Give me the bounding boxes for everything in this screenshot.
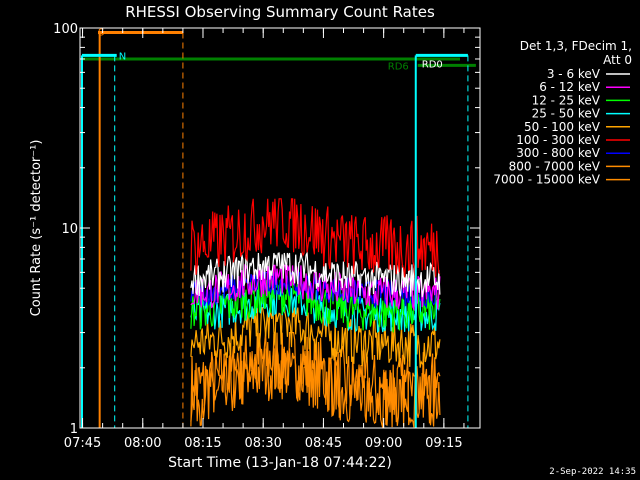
x-tick-label: 08:30 xyxy=(244,436,281,451)
rd0-label: RD0 xyxy=(422,59,443,70)
s-label: S xyxy=(98,27,104,38)
series-trace-8 xyxy=(190,348,441,428)
n-label: N xyxy=(119,51,126,62)
y-tick-label: 1 xyxy=(70,422,78,437)
x-tick-label: 08:15 xyxy=(184,436,221,451)
x-tick-label: 07:45 xyxy=(64,436,101,451)
y-axis: 1 10 100 xyxy=(53,22,480,437)
legend-label: 25 - 50 keV xyxy=(532,107,601,121)
series-trace-7 xyxy=(190,330,441,428)
legend-label: 7000 - 15000 keV xyxy=(493,173,600,187)
legend-label: 6 - 12 keV xyxy=(539,80,601,94)
legend-label: 50 - 100 keV xyxy=(524,120,601,134)
x-tick-label: 09:15 xyxy=(425,436,462,451)
plot-content xyxy=(190,198,441,428)
legend-label: 3 - 6 keV xyxy=(547,67,601,81)
legend-label: 300 - 800 keV xyxy=(516,146,600,160)
annotations: RD6 S N RD0 xyxy=(81,27,476,428)
series-trace-4 xyxy=(190,306,441,368)
x-tick-label: 08:45 xyxy=(305,436,342,451)
legend-label: 800 - 7000 keV xyxy=(509,159,601,173)
legend-header-line-2: Att 0 xyxy=(603,53,632,67)
series-trace-5 xyxy=(190,198,441,279)
x-tick-label: 08:00 xyxy=(124,436,161,451)
legend-label: 12 - 25 keV xyxy=(532,93,601,107)
series-trace-2 xyxy=(190,279,441,333)
legend-label: 100 - 300 keV xyxy=(516,133,600,147)
rd6-label: RD6 xyxy=(388,61,409,72)
y-axis-label: Count Rate (s⁻¹ detector⁻¹) xyxy=(29,140,44,317)
y-tick-label: 100 xyxy=(53,22,78,37)
x-axis-label: Start Time (13-Jan-18 07:44:22) xyxy=(168,455,392,471)
x-axis: 07:45 08:00 08:15 08:30 08:45 09:00 09:15 xyxy=(64,28,465,451)
x-tick-label: 09:00 xyxy=(365,436,402,451)
legend-header-line-1: Det 1,3, FDecim 1, xyxy=(520,39,632,53)
chart-title: RHESSI Observing Summary Count Rates xyxy=(125,3,435,21)
footer-date: 2-Sep-2022 14:35 xyxy=(549,467,636,477)
y-tick-label: 10 xyxy=(61,222,78,237)
